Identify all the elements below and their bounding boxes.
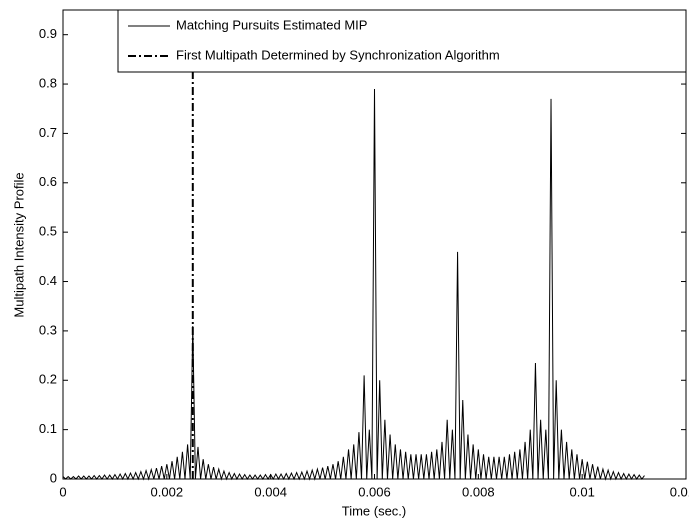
plot-frame xyxy=(62,9,687,480)
y-tick-label: 0.3 xyxy=(39,322,57,337)
y-tick-label: 0.5 xyxy=(39,224,57,239)
legend-box xyxy=(117,9,687,73)
y-tick-label: 0.2 xyxy=(39,372,57,387)
y-tick-label: 0.1 xyxy=(39,421,57,436)
x-tick-label: 0.006 xyxy=(358,484,391,499)
y-tick-label: 0.9 xyxy=(39,26,57,41)
x-tick-label: 0 xyxy=(59,484,66,499)
y-tick-label: 0.7 xyxy=(39,125,57,140)
x-tick-label: 0.002 xyxy=(151,484,184,499)
legend-label: Matching Pursuits Estimated MIP xyxy=(176,17,367,32)
y-tick-label: 0.8 xyxy=(39,75,57,90)
data-line xyxy=(62,88,645,481)
x-tick-label: 0.008 xyxy=(462,484,495,499)
x-axis-label: Time (sec.) xyxy=(342,503,407,518)
x-tick-label: 0.004 xyxy=(254,484,287,499)
y-tick-label: 0 xyxy=(50,470,57,485)
y-axis-label: Multipath Intensity Profile xyxy=(11,172,26,317)
x-tick-label: 0.012 xyxy=(670,484,689,499)
legend-label: First Multipath Determined by Synchroniz… xyxy=(176,47,500,62)
y-tick-label: 0.4 xyxy=(39,273,57,288)
x-tick-label: 0.01 xyxy=(570,484,595,499)
y-tick-label: 0.6 xyxy=(39,174,57,189)
